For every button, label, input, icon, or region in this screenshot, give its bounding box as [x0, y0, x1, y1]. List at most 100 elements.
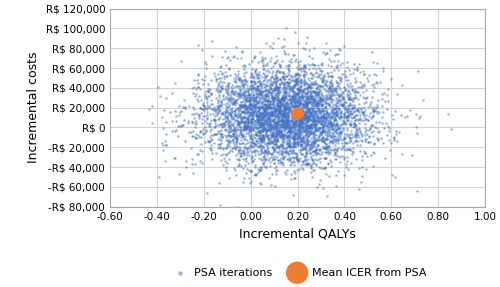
- PSA iterations: [290, 150, 298, 154]
- PSA iterations: [271, 131, 279, 135]
- PSA iterations: [206, 91, 214, 96]
- PSA iterations: [284, 133, 292, 137]
- PSA iterations: [236, 128, 244, 132]
- PSA iterations: [295, 120, 303, 125]
- PSA iterations: [248, 119, 256, 123]
- PSA iterations: [302, 115, 310, 119]
- PSA iterations: [328, 59, 336, 63]
- PSA iterations: [257, 114, 265, 118]
- PSA iterations: [218, 86, 226, 90]
- PSA iterations: [226, 99, 234, 104]
- PSA iterations: [198, 107, 206, 111]
- PSA iterations: [318, 128, 326, 132]
- PSA iterations: [240, 79, 248, 84]
- PSA iterations: [315, 98, 323, 103]
- PSA iterations: [330, 126, 338, 131]
- PSA iterations: [294, 133, 302, 138]
- PSA iterations: [366, 102, 374, 106]
- PSA iterations: [300, 154, 308, 158]
- PSA iterations: [294, 41, 302, 45]
- PSA iterations: [372, 125, 380, 129]
- PSA iterations: [256, 129, 264, 133]
- PSA iterations: [289, 91, 297, 96]
- PSA iterations: [280, 88, 288, 92]
- PSA iterations: [162, 159, 170, 164]
- PSA iterations: [293, 107, 301, 112]
- PSA iterations: [340, 157, 348, 161]
- PSA iterations: [262, 113, 270, 117]
- PSA iterations: [209, 111, 217, 116]
- PSA iterations: [296, 106, 304, 110]
- PSA iterations: [198, 111, 205, 116]
- PSA iterations: [221, 114, 229, 118]
- PSA iterations: [336, 154, 344, 159]
- PSA iterations: [214, 82, 222, 86]
- PSA iterations: [286, 122, 294, 127]
- PSA iterations: [180, 118, 188, 123]
- PSA iterations: [322, 132, 330, 136]
- PSA iterations: [222, 115, 230, 119]
- PSA iterations: [242, 109, 250, 114]
- PSA iterations: [285, 107, 293, 112]
- PSA iterations: [266, 130, 274, 134]
- PSA iterations: [282, 120, 290, 124]
- PSA iterations: [262, 106, 270, 111]
- PSA iterations: [326, 121, 334, 125]
- PSA iterations: [251, 102, 259, 106]
- PSA iterations: [300, 117, 308, 122]
- PSA iterations: [319, 135, 327, 139]
- PSA iterations: [369, 89, 377, 93]
- PSA iterations: [223, 109, 231, 114]
- PSA iterations: [206, 128, 214, 133]
- PSA iterations: [248, 158, 256, 163]
- PSA iterations: [234, 108, 241, 113]
- PSA iterations: [352, 132, 360, 137]
- PSA iterations: [241, 115, 249, 120]
- PSA iterations: [328, 122, 336, 127]
- PSA iterations: [303, 119, 311, 124]
- PSA iterations: [312, 162, 320, 166]
- PSA iterations: [282, 147, 290, 152]
- PSA iterations: [386, 141, 394, 146]
- PSA iterations: [206, 92, 214, 96]
- PSA iterations: [320, 87, 328, 91]
- PSA iterations: [302, 102, 310, 107]
- PSA iterations: [202, 140, 209, 144]
- PSA iterations: [307, 82, 315, 87]
- PSA iterations: [292, 131, 300, 136]
- PSA iterations: [334, 108, 342, 112]
- PSA iterations: [275, 110, 283, 114]
- PSA iterations: [300, 89, 308, 94]
- PSA iterations: [340, 135, 348, 139]
- PSA iterations: [334, 99, 342, 103]
- PSA iterations: [230, 76, 238, 81]
- PSA iterations: [257, 139, 265, 144]
- PSA iterations: [297, 93, 305, 98]
- PSA iterations: [229, 139, 237, 144]
- PSA iterations: [274, 103, 281, 108]
- PSA iterations: [290, 121, 298, 126]
- PSA iterations: [200, 103, 207, 108]
- PSA iterations: [244, 119, 252, 123]
- PSA iterations: [284, 74, 292, 79]
- PSA iterations: [313, 87, 321, 92]
- PSA iterations: [274, 117, 281, 121]
- PSA iterations: [278, 152, 285, 156]
- PSA iterations: [266, 89, 274, 94]
- PSA iterations: [332, 65, 340, 69]
- PSA iterations: [315, 138, 323, 143]
- PSA iterations: [292, 113, 300, 117]
- PSA iterations: [286, 144, 294, 148]
- PSA iterations: [266, 135, 274, 140]
- PSA iterations: [332, 98, 340, 102]
- PSA iterations: [286, 149, 294, 153]
- PSA iterations: [226, 123, 234, 127]
- PSA iterations: [290, 122, 298, 126]
- PSA iterations: [312, 103, 320, 108]
- PSA iterations: [326, 47, 334, 52]
- PSA iterations: [294, 128, 302, 132]
- PSA iterations: [287, 151, 295, 155]
- PSA iterations: [300, 135, 308, 139]
- PSA iterations: [293, 141, 301, 146]
- PSA iterations: [292, 131, 300, 135]
